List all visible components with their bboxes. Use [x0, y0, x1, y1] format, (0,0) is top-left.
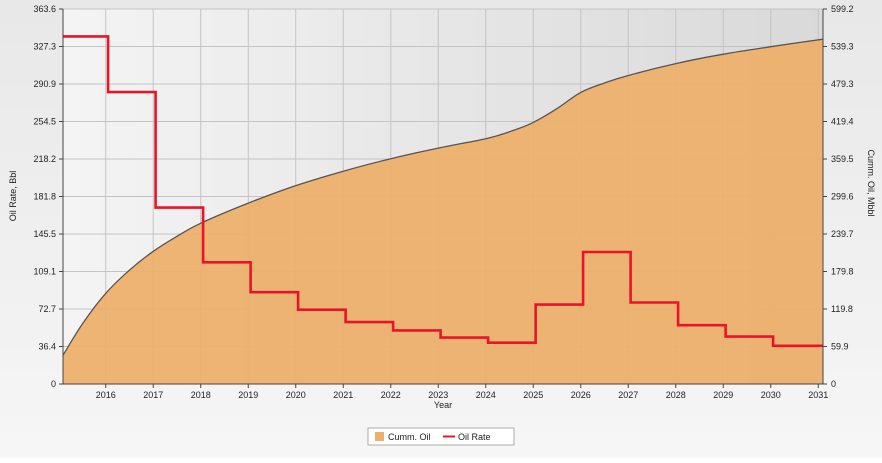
x-tick-label: 2022: [381, 390, 401, 400]
x-tick-label: 2021: [333, 390, 353, 400]
cumm-oil-line: [63, 38, 823, 356]
right-tick-label: 539.3: [831, 42, 854, 52]
right-axis-ticks: 0 59.9 119.8 179.8 239.7 299.6 359.5 419.4 479.3…: [823, 4, 854, 389]
x-tick-label: 2019: [238, 390, 258, 400]
x-tick-label: 2018: [191, 390, 211, 400]
x-axis-title: Year: [434, 400, 452, 410]
right-tick-label: 239.7: [831, 229, 854, 239]
left-tick-label: 109.1: [33, 267, 56, 277]
x-tick-label: 2026: [571, 390, 591, 400]
left-tick-label: 145.5: [33, 229, 56, 239]
left-tick-label: 363.6: [33, 4, 56, 14]
legend-label-cumm-oil: Cumm. Oil: [388, 432, 431, 442]
left-tick-label: 72.7: [38, 304, 56, 314]
right-tick-label: 299.6: [831, 192, 854, 202]
legend-swatch-cumm-oil: [375, 432, 384, 441]
x-tick-label: 2027: [618, 390, 638, 400]
left-tick-label: 0: [51, 379, 56, 389]
right-tick-label: 59.9: [831, 342, 849, 352]
left-axis-title: Oil Rate, Bbl: [8, 171, 18, 222]
x-tick-label: 2024: [476, 390, 496, 400]
x-tick-label: 2028: [666, 390, 686, 400]
right-tick-label: 479.3: [831, 79, 854, 89]
left-tick-label: 36.4: [38, 342, 56, 352]
x-tick-label: 2031: [808, 390, 828, 400]
left-tick-label: 327.3: [33, 42, 56, 52]
legend-label-oil-rate: Oil Rate: [458, 432, 491, 442]
x-tick-label: 2017: [143, 390, 163, 400]
left-tick-label: 181.8: [33, 192, 56, 202]
right-tick-label: 0: [831, 379, 836, 389]
right-tick-label: 179.8: [831, 267, 854, 277]
line-layer: [63, 35, 823, 348]
left-tick-label: 254.5: [33, 117, 56, 127]
left-tick-label: 290.9: [33, 79, 56, 89]
right-axis-title: Cumm. Oil, Mbbl: [866, 149, 876, 216]
left-tick-label: 218.2: [33, 154, 56, 164]
right-tick-label: 599.2: [831, 4, 854, 14]
x-tick-label: 2030: [761, 390, 781, 400]
x-tick-label: 2025: [523, 390, 543, 400]
right-tick-label: 419.4: [831, 117, 854, 127]
x-tick-label: 2023: [428, 390, 448, 400]
x-tick-label: 2020: [286, 390, 306, 400]
area-layer: [63, 38, 823, 384]
left-axis-ticks: 0 36.4 72.7 109.1 145.5 181.8 218.2 254.5 290.9 3…: [33, 4, 63, 389]
cumm-oil-area: [63, 39, 823, 384]
right-tick-label: 119.8: [831, 304, 853, 314]
oil-rate-line: [63, 35, 823, 348]
x-axis-ticks: 2016 2017 2018 2019 2020 2021 2022 2023 2024 2025…: [96, 384, 828, 400]
right-tick-label: 359.5: [831, 154, 854, 164]
x-tick-label: 2016: [96, 390, 116, 400]
x-tick-label: 2029: [713, 390, 733, 400]
legend: Cumm. Oil Oil Rate: [367, 427, 515, 446]
legend-box: [367, 427, 515, 446]
